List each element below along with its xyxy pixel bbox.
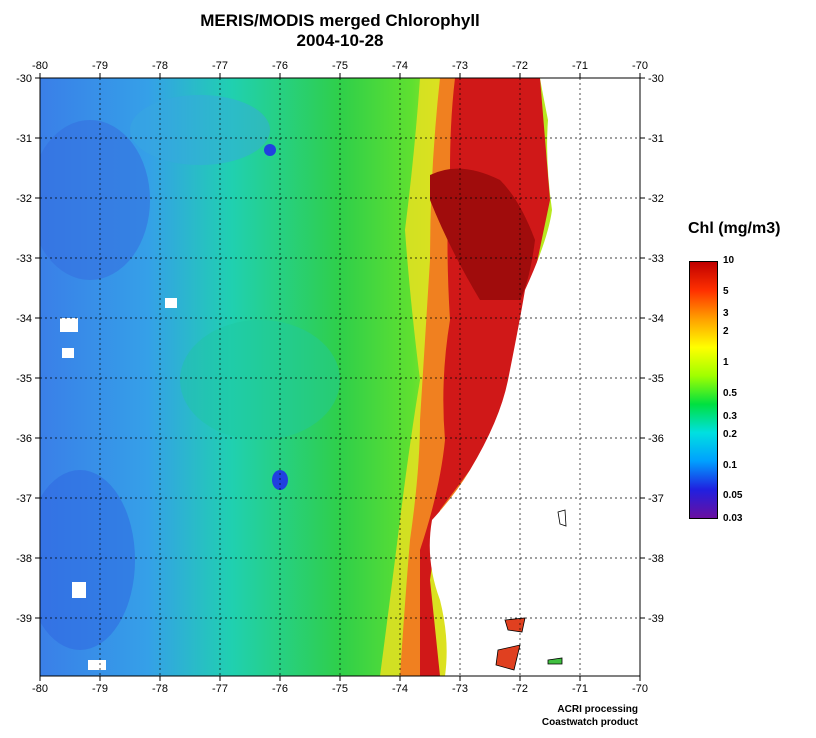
credit-processing: ACRI processing [557, 704, 638, 715]
lon-label-top: -77 [212, 60, 228, 72]
lat-label-right: -39 [648, 613, 664, 625]
lon-label-top: -73 [452, 60, 468, 72]
lat-label-left: -39 [16, 613, 32, 625]
colorbar-label: 10 [723, 255, 735, 266]
map-raster [40, 78, 640, 676]
lon-label-bottom: -73 [452, 683, 468, 695]
lon-label-top: -75 [332, 60, 348, 72]
lon-label-top: -79 [92, 60, 108, 72]
lat-label-left: -31 [16, 133, 32, 145]
lat-label-right: -33 [648, 253, 664, 265]
lon-label-bottom: -79 [92, 683, 108, 695]
lon-label-top: -76 [272, 60, 288, 72]
lon-label-top: -70 [632, 60, 648, 72]
lon-label-bottom: -75 [332, 683, 348, 695]
colorbar-label: 2 [723, 326, 729, 337]
lon-label-bottom: -77 [212, 683, 228, 695]
lon-label-top: -71 [572, 60, 588, 72]
colorbar-label: 0.03 [723, 513, 743, 524]
colorbar [689, 261, 718, 519]
map-date: 2004-10-28 [296, 31, 384, 50]
axis-tick-labels: -80 -80 -79 -79 -78 -78 -77 -77 -76 -76 -75 -75 -74 -… [16, 60, 664, 695]
colorbar-label: 3 [723, 308, 729, 319]
lat-label-right: -36 [648, 433, 664, 445]
colorbar-label: 1 [723, 357, 729, 368]
colorbar-label: 0.3 [723, 411, 737, 422]
lat-label-right: -34 [648, 313, 664, 325]
lat-label-left: -30 [16, 73, 32, 85]
lon-label-bottom: -80 [32, 683, 48, 695]
lat-label-right: -38 [648, 553, 664, 565]
lon-label-bottom: -70 [632, 683, 648, 695]
axis-ticks [35, 73, 645, 681]
lat-label-left: -36 [16, 433, 32, 445]
lon-label-top: -80 [32, 60, 48, 72]
colorbar-label: 0.1 [723, 460, 737, 471]
lon-label-bottom: -76 [272, 683, 288, 695]
colorbar-label: 0.2 [723, 429, 737, 440]
lat-label-right: -32 [648, 193, 664, 205]
lat-label-right: -30 [648, 73, 664, 85]
map-gridlines [40, 78, 640, 676]
lon-label-top: -78 [152, 60, 168, 72]
lon-label-top: -72 [512, 60, 528, 72]
colorbar-label: 0.5 [723, 388, 737, 399]
lon-label-bottom: -74 [392, 683, 408, 695]
credit-product: Coastwatch product [541, 717, 638, 728]
lon-label-bottom: -71 [572, 683, 588, 695]
lon-label-bottom: -72 [512, 683, 528, 695]
lat-label-right: -35 [648, 373, 664, 385]
colorbar-label: 5 [723, 286, 729, 297]
lat-label-left: -33 [16, 253, 32, 265]
lat-label-left: -37 [16, 493, 32, 505]
colorbar-label: 0.05 [723, 490, 743, 501]
lat-label-left: -38 [16, 553, 32, 565]
lat-label-left: -35 [16, 373, 32, 385]
colorbar-title: Chl (mg/m3) [688, 220, 781, 237]
lon-label-top: -74 [392, 60, 408, 72]
lat-label-right: -31 [648, 133, 664, 145]
lat-label-left: -32 [16, 193, 32, 205]
lat-label-right: -37 [648, 493, 664, 505]
lon-label-bottom: -78 [152, 683, 168, 695]
map-title: MERIS/MODIS merged Chlorophyll [200, 11, 480, 30]
lat-label-left: -34 [16, 313, 32, 325]
